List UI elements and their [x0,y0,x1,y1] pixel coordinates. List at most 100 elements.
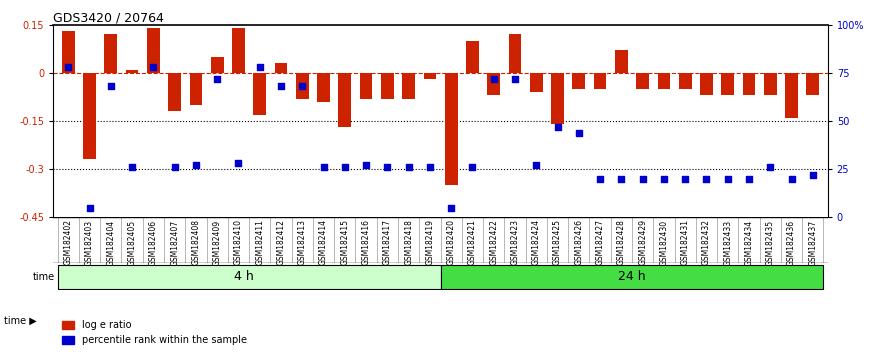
FancyBboxPatch shape [441,265,823,289]
Text: GSM182426: GSM182426 [574,219,583,266]
Text: GSM182430: GSM182430 [659,219,668,266]
Point [444,205,458,210]
Text: GSM182406: GSM182406 [149,219,158,266]
Text: GSM182433: GSM182433 [724,219,732,266]
Bar [190,73,202,105]
Bar [62,31,75,73]
Bar [742,73,756,95]
Bar [508,34,522,73]
Bar [764,73,777,95]
Text: GSM182403: GSM182403 [85,219,94,266]
Point [401,164,416,170]
Bar [721,73,734,95]
Text: GSM182428: GSM182428 [617,219,626,266]
Bar [104,34,117,73]
Bar [147,28,160,73]
Text: GSM182434: GSM182434 [745,219,754,266]
Bar [636,73,649,89]
Point [530,162,544,168]
Text: GSM182404: GSM182404 [106,219,116,266]
Point [763,164,777,170]
Text: GSM182413: GSM182413 [298,219,307,266]
Point [253,64,267,70]
Text: GSM182412: GSM182412 [277,219,286,266]
Point [83,205,97,210]
Text: GSM182405: GSM182405 [127,219,136,266]
Point [423,164,437,170]
Bar [445,73,457,185]
Text: GSM182410: GSM182410 [234,219,243,266]
Text: GSM182402: GSM182402 [64,219,73,266]
Text: GSM182429: GSM182429 [638,219,647,266]
Text: GSM182427: GSM182427 [595,219,604,266]
Bar [402,73,415,98]
Bar [254,73,266,115]
Text: GSM182436: GSM182436 [787,219,796,266]
Text: GSM182418: GSM182418 [404,219,413,266]
Bar [488,73,500,95]
Point [550,124,564,130]
Bar [232,28,245,73]
Bar [275,63,287,73]
Text: GSM182423: GSM182423 [511,219,520,266]
Point [487,76,501,81]
Point [146,64,160,70]
Text: GSM182422: GSM182422 [490,219,498,266]
Point [657,176,671,182]
Text: time ▶: time ▶ [4,315,37,325]
Text: GSM182414: GSM182414 [319,219,328,266]
Text: GSM182432: GSM182432 [702,219,711,266]
Text: GSM182417: GSM182417 [383,219,392,266]
Bar [381,73,393,98]
Bar [700,73,713,95]
Text: GSM182409: GSM182409 [213,219,222,266]
Bar [295,73,309,98]
Text: time: time [32,272,54,282]
Bar [83,73,96,159]
Point [337,164,352,170]
Point [508,76,522,81]
Bar [211,57,223,73]
Bar [424,73,436,79]
Bar [572,73,586,89]
Point [614,176,628,182]
Bar [594,73,606,89]
Text: GSM182408: GSM182408 [191,219,200,266]
Bar [317,73,330,102]
Bar [551,73,564,124]
Point [571,130,586,135]
Point [678,176,692,182]
Point [635,176,650,182]
Legend: log e ratio, percentile rank within the sample: log e ratio, percentile rank within the … [58,316,250,349]
Bar [338,73,352,127]
Text: GSM182431: GSM182431 [681,219,690,266]
Bar [785,73,798,118]
Point [231,160,246,166]
Point [167,164,182,170]
Text: GSM182416: GSM182416 [361,219,370,266]
Bar [125,70,139,73]
Point [274,84,288,89]
Text: GSM182420: GSM182420 [447,219,456,266]
Point [61,64,76,70]
Point [210,76,224,81]
Text: GSM182425: GSM182425 [553,219,562,266]
Text: GSM182437: GSM182437 [808,219,817,266]
Point [317,164,331,170]
Point [465,164,480,170]
Text: 24 h: 24 h [619,270,646,283]
FancyBboxPatch shape [58,265,441,289]
Bar [658,73,670,89]
Bar [615,50,627,73]
Point [700,176,714,182]
Point [189,162,203,168]
Text: GSM182421: GSM182421 [468,219,477,266]
Text: GSM182411: GSM182411 [255,219,264,266]
Text: GDS3420 / 20764: GDS3420 / 20764 [53,12,165,25]
Point [805,172,820,178]
Point [721,176,735,182]
Text: GSM182415: GSM182415 [340,219,350,266]
Text: GSM182435: GSM182435 [765,219,775,266]
Bar [466,41,479,73]
Point [359,162,373,168]
